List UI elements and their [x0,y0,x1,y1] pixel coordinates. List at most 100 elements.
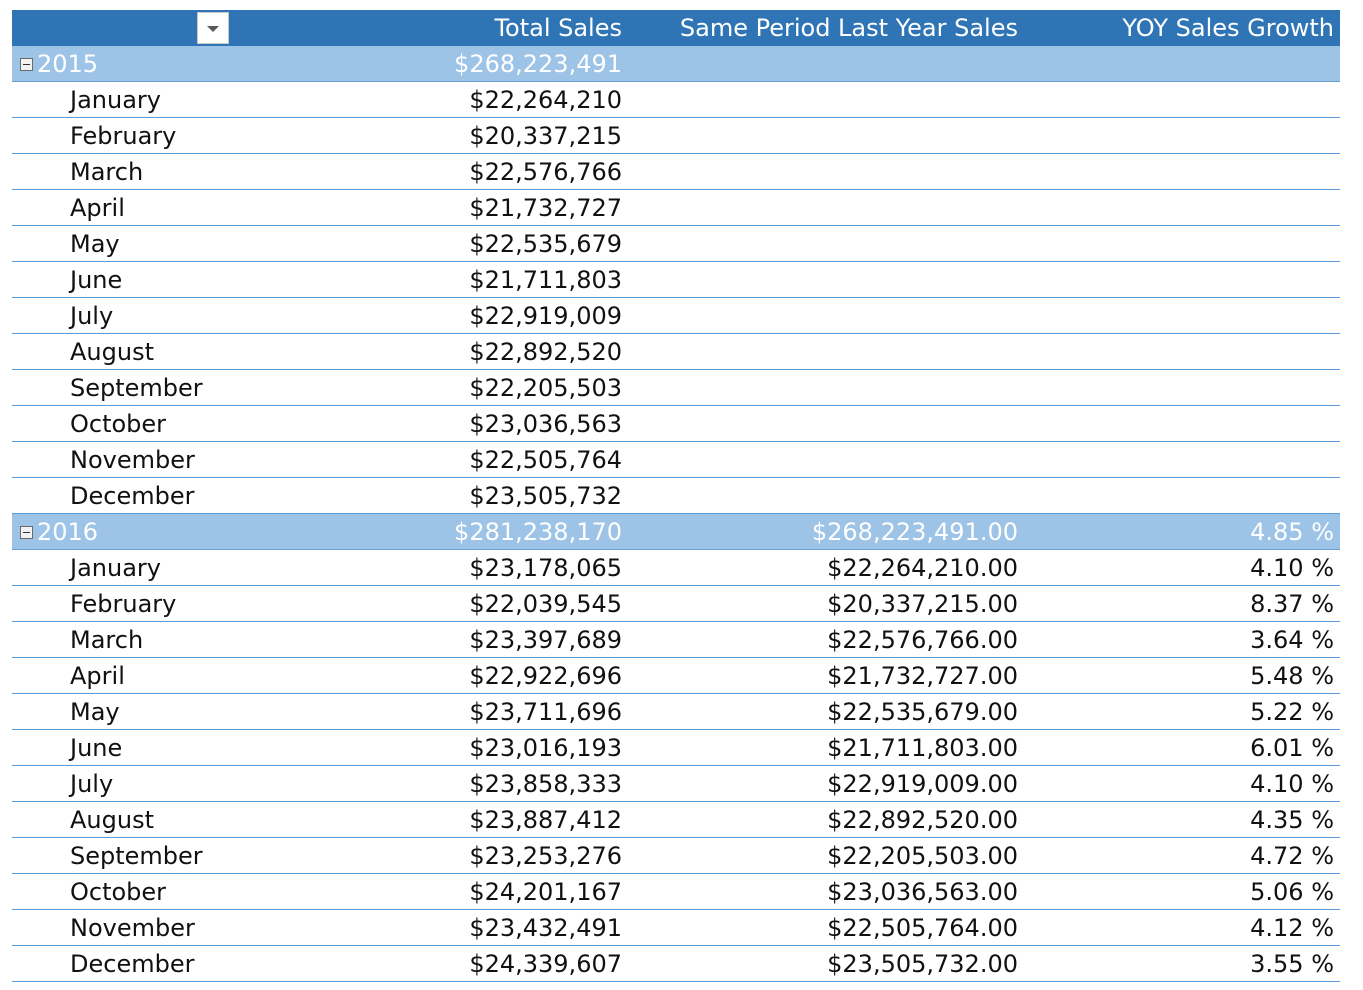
month-same-period-last-year-sales [638,118,1018,154]
table-row[interactable]: December $23,505,732 [12,478,1340,514]
month-yoy-sales-growth: 4.10 % [1250,770,1334,798]
month-same-period-last-year-sales [638,262,1018,298]
month-total-sales: $23,858,333 [469,770,622,798]
month-yoy-sales-growth [1034,478,1334,514]
table-row[interactable]: April $21,732,727 [12,190,1340,226]
table-row[interactable]: August $23,887,412 $22,892,520.00 4.35 % [12,802,1340,838]
month-same-period-last-year-sales: $22,535,679.00 [827,698,1018,726]
table-row[interactable]: March $22,576,766 [12,154,1340,190]
table-row[interactable]: April $22,922,696 $21,732,727.00 5.48 % [12,658,1340,694]
year-total-sales: $268,223,491 [454,50,622,78]
month-label: February [70,122,177,150]
month-same-period-last-year-sales: $22,505,764.00 [827,914,1018,942]
table-row[interactable]: February $22,039,545 $20,337,215.00 8.37 % [12,586,1340,622]
month-total-sales: $23,036,563 [469,410,622,438]
table-row[interactable]: June $23,016,193 $21,711,803.00 6.01 % [12,730,1340,766]
minus-box-icon[interactable] [20,57,33,71]
month-same-period-last-year-sales: $23,036,563.00 [827,878,1018,906]
pivot-table: Total Sales Same Period Last Year Sales … [12,10,1340,982]
month-total-sales: $22,205,503 [469,374,622,402]
month-yoy-sales-growth [1034,82,1334,118]
month-yoy-sales-growth: 3.64 % [1250,626,1334,654]
month-label: September [70,374,203,402]
month-same-period-last-year-sales [638,154,1018,190]
month-total-sales: $23,887,412 [469,806,622,834]
month-same-period-last-year-sales: $22,576,766.00 [827,626,1018,654]
month-yoy-sales-growth: 6.01 % [1250,734,1334,762]
table-row[interactable]: May $23,711,696 $22,535,679.00 5.22 % [12,694,1340,730]
table-row[interactable]: October $24,201,167 $23,036,563.00 5.06 % [12,874,1340,910]
year-yoy-sales-growth [1034,46,1334,82]
month-total-sales: $22,576,766 [469,158,622,186]
month-same-period-last-year-sales [638,334,1018,370]
year-row-2015[interactable]: 2015 $268,223,491 [12,46,1340,82]
table-row[interactable]: July $22,919,009 [12,298,1340,334]
table-row[interactable]: September $22,205,503 [12,370,1340,406]
month-yoy-sales-growth [1034,262,1334,298]
header-same-period-last-year-sales[interactable]: Same Period Last Year Sales [679,14,1018,42]
header-total-sales[interactable]: Total Sales [494,14,622,42]
month-label: March [70,626,144,654]
month-yoy-sales-growth [1034,298,1334,334]
month-yoy-sales-growth: 4.35 % [1250,806,1334,834]
month-label: July [70,770,114,798]
month-same-period-last-year-sales: $20,337,215.00 [827,590,1018,618]
table-row[interactable]: May $22,535,679 [12,226,1340,262]
month-yoy-sales-growth [1034,154,1334,190]
month-label: July [70,302,114,330]
month-label: January [70,86,161,114]
month-label: December [70,950,195,978]
month-yoy-sales-growth: 4.12 % [1250,914,1334,942]
chevron-down-icon [207,26,219,32]
month-same-period-last-year-sales [638,190,1018,226]
month-yoy-sales-growth: 3.55 % [1250,950,1334,978]
table-row[interactable]: January $23,178,065 $22,264,210.00 4.10 % [12,550,1340,586]
month-yoy-sales-growth: 4.72 % [1250,842,1334,870]
month-yoy-sales-growth: 5.06 % [1250,878,1334,906]
table-row[interactable]: July $23,858,333 $22,919,009.00 4.10 % [12,766,1340,802]
month-label: January [70,554,161,582]
month-label: February [70,590,177,618]
table-row[interactable]: September $23,253,276 $22,205,503.00 4.72 % [12,838,1340,874]
month-label: April [70,194,125,222]
month-label: May [70,230,120,258]
year-row-2016[interactable]: 2016 $281,238,170 $268,223,491.00 4.85 % [12,514,1340,550]
table-row[interactable]: December $24,339,607 $23,505,732.00 3.55 % [12,946,1340,982]
table-row[interactable]: June $21,711,803 [12,262,1340,298]
month-same-period-last-year-sales: $22,264,210.00 [827,554,1018,582]
year-total-sales: $281,238,170 [454,518,622,546]
header-yoy-sales-growth[interactable]: YOY Sales Growth [1122,14,1334,42]
month-same-period-last-year-sales [638,478,1018,514]
table-row[interactable]: March $23,397,689 $22,576,766.00 3.64 % [12,622,1340,658]
month-label: April [70,662,125,690]
month-total-sales: $23,016,193 [469,734,622,762]
month-label: November [70,914,195,942]
month-total-sales: $24,201,167 [469,878,622,906]
month-same-period-last-year-sales: $23,505,732.00 [827,950,1018,978]
table-row[interactable]: October $23,036,563 [12,406,1340,442]
month-same-period-last-year-sales: $21,711,803.00 [827,734,1018,762]
month-total-sales: $22,264,210 [469,86,622,114]
month-label: June [70,734,123,762]
month-yoy-sales-growth [1034,118,1334,154]
table-row[interactable]: November $22,505,764 [12,442,1340,478]
month-label: March [70,158,144,186]
month-total-sales: $23,397,689 [469,626,622,654]
pivot-header-row: Total Sales Same Period Last Year Sales … [12,10,1340,46]
year-text: 2016 [37,518,99,546]
year-yoy-sales-growth: 4.85 % [1250,518,1334,546]
table-row[interactable]: February $20,337,215 [12,118,1340,154]
year-same-period-last-year-sales [638,46,1018,82]
table-row[interactable]: August $22,892,520 [12,334,1340,370]
month-label: August [70,806,154,834]
pivot-body: 2015 $268,223,491 January $22,264,210 Februa… [12,46,1340,982]
table-row[interactable]: November $23,432,491 $22,505,764.00 4.12 % [12,910,1340,946]
row-labels-filter-button[interactable] [197,12,229,44]
minus-box-icon[interactable] [20,525,33,539]
month-label: June [70,266,123,294]
month-label: August [70,338,154,366]
month-yoy-sales-growth: 4.10 % [1250,554,1334,582]
month-yoy-sales-growth: 8.37 % [1250,590,1334,618]
month-label: September [70,842,203,870]
table-row[interactable]: January $22,264,210 [12,82,1340,118]
